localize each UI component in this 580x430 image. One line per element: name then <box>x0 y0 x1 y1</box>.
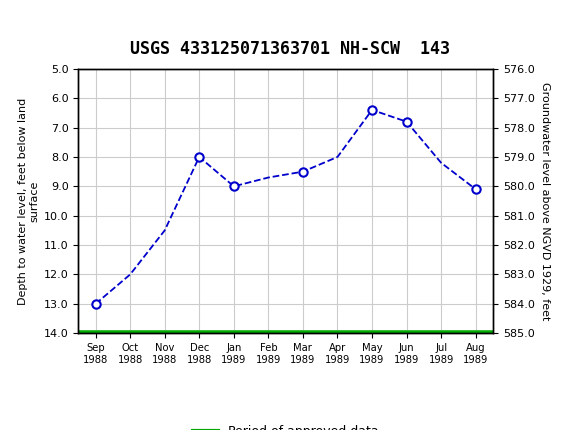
Legend: Period of approved data: Period of approved data <box>188 421 383 430</box>
Y-axis label: Groundwater level above NGVD 1929, feet: Groundwater level above NGVD 1929, feet <box>540 82 550 320</box>
Text: ≡USGS: ≡USGS <box>6 14 60 31</box>
Text: USGS 433125071363701 NH-SCW  143: USGS 433125071363701 NH-SCW 143 <box>130 40 450 58</box>
Y-axis label: Depth to water level, feet below land
surface: Depth to water level, feet below land su… <box>18 98 39 304</box>
